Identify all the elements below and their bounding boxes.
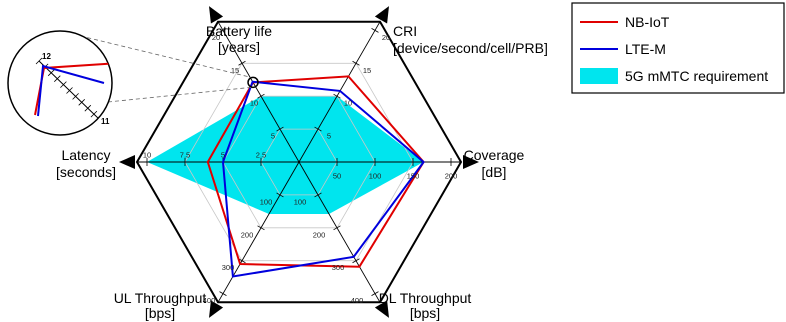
inset-circle [7, 30, 113, 136]
tick-label-dl: 300 [332, 263, 345, 272]
axis-arrow-latency [119, 155, 135, 169]
legend-swatch-5g-mmtc-requirement [580, 68, 618, 84]
tick-label-latency: 7.5 [180, 151, 190, 160]
inset-tick-label-top: 12 [42, 52, 51, 61]
axis-tick-cri [333, 93, 341, 99]
axis-arrow-dl [374, 300, 389, 318]
axis-tick-ul [276, 192, 284, 198]
tick-label-cri: 10 [344, 99, 352, 108]
series-line-nb-iot [206, 75, 425, 268]
axis-tick-dl [333, 225, 341, 231]
zoom-connector-bottom [107, 86, 252, 103]
axis-title-latency-unit: [seconds] [56, 164, 116, 180]
inset-tick [84, 104, 92, 112]
tick-label-dl: 100 [294, 197, 307, 206]
axis-spoke-ul [217, 161, 300, 303]
inset-tick [66, 87, 73, 94]
axis-title-dl-unit: [bps] [410, 305, 440, 321]
axis-tick-ul [219, 291, 227, 296]
legend-label-5g-mmtc-requirement: 5G mMTC requirement [625, 68, 768, 84]
tick-label-cri: 20 [382, 33, 390, 42]
axis-tick-cri [352, 60, 360, 66]
inset-tick [54, 75, 61, 82]
series-line-lte-m [221, 80, 425, 278]
tick-label-dl: 200 [313, 230, 326, 239]
tick-label-cri: 5 [327, 132, 331, 141]
tick-label-battery: 15 [231, 66, 239, 75]
inset-tick [72, 93, 79, 100]
axis-tick-battery [238, 60, 246, 66]
axis-title-battery-unit: [years] [218, 39, 260, 55]
axis-title-latency: Latency [61, 147, 110, 163]
tick-label-coverage: 150 [407, 172, 420, 181]
tick-label-ul: 300 [222, 263, 235, 272]
axis-tick-battery [257, 93, 265, 99]
legend-label-nb-iot: NB-IoT [625, 14, 670, 30]
tick-label-latency: 2.5 [256, 151, 266, 160]
inset-tick-label-bottom: 11 [101, 117, 110, 126]
axis-title-cri: CRI [393, 23, 417, 39]
axis-arrow-cri [374, 6, 389, 24]
axis-arrow-coverage [463, 155, 479, 169]
tick-label-battery: 10 [250, 99, 258, 108]
tick-label-latency: 5 [221, 151, 225, 160]
zoom-inset: 12 11 [7, 30, 259, 136]
axis-tick-battery [219, 28, 227, 33]
axis-title-layer: Battery life[years] CRI[device/second/cel… [56, 23, 548, 321]
axis-title-cri-unit: [device/second/cell/PRB] [393, 40, 548, 56]
axis-tick-dl [314, 192, 322, 198]
axis-spoke-dl [298, 161, 381, 303]
inset-series-nb-iot [34, 62, 112, 116]
tick-label-coverage: 100 [369, 172, 382, 181]
legend: NB-IoT LTE-M 5G mMTC requirement [571, 2, 785, 94]
tick-label-dl: 400 [351, 296, 364, 305]
axis-title-dl: DL Throughput [379, 290, 472, 306]
axis-title-ul-unit: [bps] [145, 305, 175, 321]
axis-title-battery: Battery life [206, 23, 272, 39]
tick-label-ul: 400 [203, 296, 216, 305]
tick-label-battery: 20 [212, 33, 220, 42]
axis-tick-dl [371, 291, 379, 296]
grid-layer [119, 6, 479, 318]
axis-tick-dl [352, 258, 360, 264]
axis-spoke-battery [217, 21, 300, 163]
axis-title-coverage: Coverage [464, 147, 525, 163]
inset-tick [78, 99, 85, 106]
tick-label-coverage: 50 [333, 172, 341, 181]
legend-label-lte-m: LTE-M [625, 41, 666, 57]
axis-tick-ul [238, 258, 246, 264]
inset-tick [35, 57, 43, 65]
axis-tick-battery [276, 126, 284, 132]
inset-tick [47, 69, 55, 77]
axis-arrow-battery [209, 6, 224, 24]
zoom-marker [247, 76, 259, 89]
tick-label-latency: 10 [143, 151, 151, 160]
axis-arrow-ul [209, 300, 224, 318]
zoom-connector-top [59, 30, 252, 78]
axis-tick-ul [257, 225, 265, 231]
axis-tick-cri [371, 28, 379, 33]
axis-title-coverage-unit: [dB] [482, 164, 507, 180]
tick-label-layer: 5 10 15 20 5 10 15 20 50 100 150 200 100 200 300 400 100… [143, 33, 457, 305]
tick-label-ul: 100 [260, 197, 273, 206]
inset-content [34, 57, 112, 124]
series-layer [206, 75, 425, 278]
inset-series-lte-m [37, 64, 105, 117]
tick-label-battery: 5 [271, 132, 275, 141]
axis-tick-cri [314, 126, 322, 132]
inset-tick [60, 81, 67, 88]
axis-title-ul: UL Throughput [114, 290, 207, 306]
tick-label-cri: 15 [363, 66, 371, 75]
inset-tick [90, 110, 98, 118]
tick-label-ul: 200 [241, 230, 254, 239]
tick-label-coverage: 200 [445, 172, 458, 181]
